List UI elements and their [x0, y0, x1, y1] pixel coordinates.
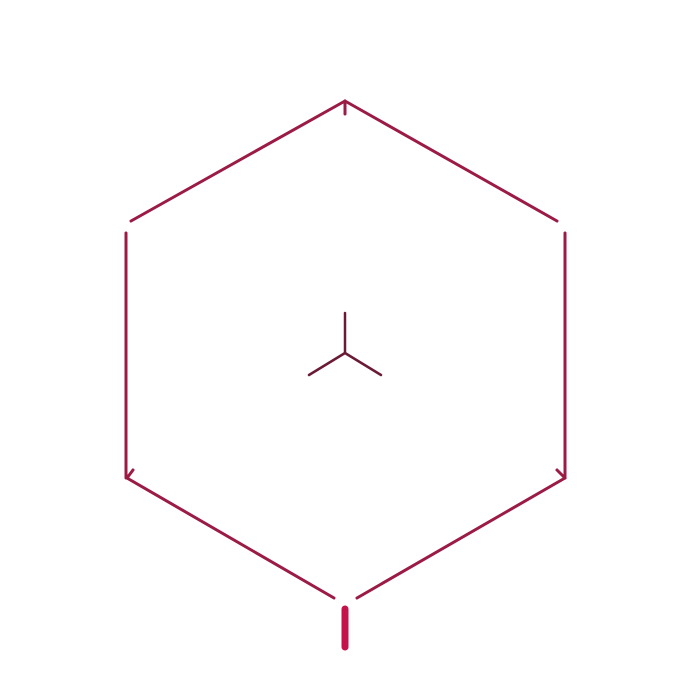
hex-edge-top-right	[343, 99, 559, 223]
tripod-arm-left	[307, 351, 347, 377]
hex-tick-left	[125, 468, 135, 480]
tripod-arm-right	[343, 351, 383, 377]
hex-edge-top-left	[129, 99, 347, 223]
hex-tick-right	[555, 468, 567, 480]
hex-edge-bottom-left	[125, 476, 336, 600]
hex-edge-bottom-right	[355, 476, 567, 600]
y-tripod-mark	[307, 311, 383, 377]
hexagon-outline	[124, 99, 567, 600]
